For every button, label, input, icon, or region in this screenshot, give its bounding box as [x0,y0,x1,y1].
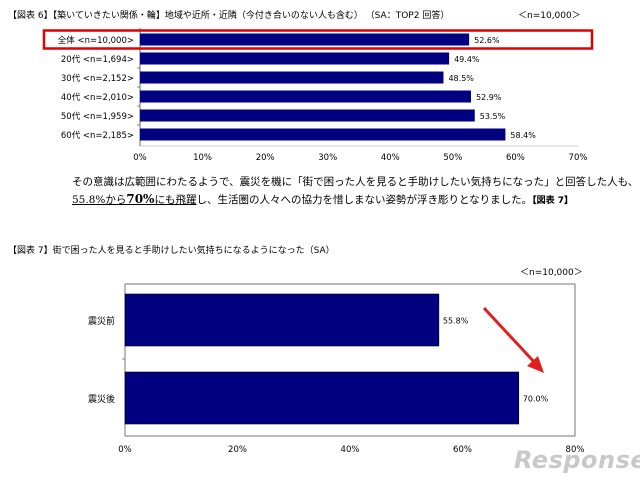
chart6-value-label: 48.5% [448,74,474,83]
chart6-bar [140,90,472,103]
chart6-x-tick-label: 40% [381,153,400,163]
paragraph-line2: 55.8%から70%にも飛躍し、生活圏の人々への協力を惜しまない姿勢が浮き彫りと… [72,191,573,210]
trend-arrow-icon [482,306,544,373]
paragraph-rest: し、生活圏の人々への協力を惜しまない姿勢が浮き彫りとなりました。 [196,194,533,206]
paragraph-to-value: 70% [126,192,155,206]
chart6-bar [140,33,470,46]
chart6-category-label: 40代 <n=2,010> [61,92,134,103]
chart7-category-label: 震災前 [88,315,115,327]
chart6-category-label: 20代 <n=1,694> [61,54,134,65]
chart7-bar [124,293,440,347]
chart6-x-tick-label: 30% [318,153,337,163]
chart6-category-label: 全体 <n=10,000> [58,35,134,46]
chart6-x-tick-label: 50% [443,153,462,163]
chart6-value-label: 58.4% [510,131,536,140]
chart7-value-label: 55.8% [443,317,469,326]
chart6-plot: 全体 <n=10,000> 20代 <n=1,694> 30代 <n=2,152> 4… [42,28,594,163]
chart6-value-label: 52.9% [476,93,502,102]
chart6-x-tick-label: 70% [569,153,588,163]
chart6-category-label: 50代 <n=1,959> [61,111,134,122]
paragraph-figure-ref: 【図表 7】 [532,196,574,206]
chart6-value-label: 53.5% [480,112,506,121]
chart6-highlight-box [42,29,594,50]
chart7-category-label: 震災後 [88,393,115,405]
chart7-title: 【図表 7】街で困った人を見ると手助けしたい気持ちになるようになった（SA） [8,246,335,256]
paragraph-leap: にも飛躍 [154,194,197,206]
chart6-x-tick-label: 20% [256,153,275,163]
paragraph-line1: その意識は広範囲にわたるようで、震災を機に「街で困った人を見ると手助けしたい気持… [72,176,639,188]
chart7-x-tick-label: 60% [453,445,472,455]
chart6-bar [140,71,444,84]
chart7-x-tick-label: 0% [118,445,132,455]
chart6-bar [140,52,450,65]
chart7-x-tick-label: 40% [341,445,360,455]
chart6-category-label: 30代 <n=2,152> [61,73,134,84]
chart7-bar [124,371,520,425]
chart6-bar [140,109,475,122]
chart6-x-tick-label: 0% [133,153,147,163]
response-logo: Response. [514,446,640,474]
chart6-value-label: 52.6% [474,36,500,45]
chart7-x-tick-label: 20% [228,445,247,455]
chart6-category-label: 60代 <n=2,185> [61,130,134,141]
chart6-n-note: ＜n=10,000＞ [518,11,581,21]
chart6-x-tick-label: 60% [506,153,525,163]
chart6-x-tick-label: 10% [193,153,212,163]
chart7-value-label: 70.0% [523,395,549,404]
chart6-bar [140,128,506,141]
paragraph-from-value: 55.8%から [72,194,127,206]
chart7-frame [124,283,576,437]
chart7-x-tick-label: 80% [566,445,585,455]
chart6-title: 【図表 6】【築いていきたい関係・輪】地域や近所・近隣（今付き合いのない人も含む… [8,11,450,21]
chart7-n-note: ＜n=10,000＞ [520,268,583,278]
chart6-value-label: 49.4% [454,55,480,64]
